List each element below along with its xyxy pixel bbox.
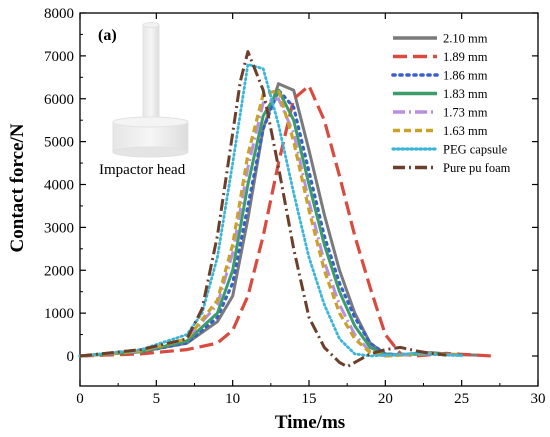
panel-label: (a) [98,27,117,44]
legend-label-7: PEG capsule [443,143,508,157]
series-line-8 [79,50,447,369]
x-tick-label: 5 [153,391,161,407]
x-axis-title: Time/ms [275,412,345,433]
y-tick-label: 3000 [44,220,74,236]
x-tick-label: 0 [76,391,84,407]
legend-label-3: 1.86 mm [443,69,488,83]
legend-label-6: 1.63 mm [443,124,488,138]
y-tick-label: 2000 [44,263,74,279]
series-layer [78,50,493,369]
y-tick-label: 5000 [44,135,74,151]
y-tick-label: 1000 [44,306,74,322]
legend-label-5: 1.73 mm [443,106,488,120]
impactor-head-image [112,22,189,158]
y-tick-label: 8000 [44,6,74,22]
y-tick-label: 4000 [44,178,74,194]
y-tick-label: 0 [67,349,75,365]
y-tick-label: 7000 [44,49,74,65]
inset-label: Impactor head [99,162,186,178]
series-line-7 [78,63,464,358]
legend-label-8: Pure pu foam [443,161,511,175]
legend-label-1: 2.10 mm [443,32,488,46]
x-tick-label: 15 [302,391,317,407]
x-tick-label: 25 [454,391,469,407]
legend-label-2: 1.89 mm [443,50,488,64]
legend-label-4: 1.83 mm [443,87,488,101]
plot-axes: 0 5 10 15 20 25 30 0 1000 2000 3000 4000 5000 6000 700… [44,6,546,407]
x-tick-label: 20 [378,391,393,407]
y-tick-label: 6000 [44,92,74,108]
y-axis-title: Contact force/N [7,123,28,252]
x-tick-label: 30 [531,391,546,407]
legend: 2.10 mm 1.89 mm 1.86 mm 1.83 mm 1.73 mm 1.63 … [391,32,511,175]
x-tick-label: 10 [225,391,240,407]
